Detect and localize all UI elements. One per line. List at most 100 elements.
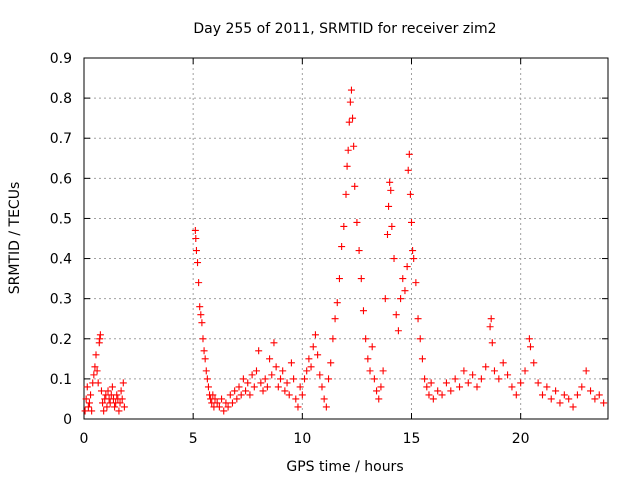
data-point: [309, 343, 317, 351]
data-point: [194, 259, 202, 267]
data-point: [600, 399, 608, 407]
data-point: [425, 391, 433, 399]
data-point: [404, 166, 412, 174]
data-point: [423, 383, 431, 391]
data-point: [277, 375, 284, 383]
data-point: [87, 391, 95, 399]
data-point: [375, 395, 383, 403]
data-point: [582, 367, 590, 375]
y-axis-label: SRMTID / TECUs: [7, 182, 23, 295]
data-point: [242, 387, 250, 395]
data-point: [456, 383, 464, 391]
data-point: [201, 355, 209, 363]
data-point: [451, 375, 459, 383]
data-point: [296, 383, 304, 391]
data-point: [429, 395, 437, 403]
data-point: [343, 162, 351, 170]
x-tick-label: 20: [512, 431, 530, 447]
data-point: [198, 319, 206, 327]
data-point: [111, 403, 119, 411]
data-point: [350, 142, 358, 150]
data-point: [228, 399, 236, 407]
data-point: [591, 395, 599, 403]
data-point: [565, 395, 573, 403]
data-point: [197, 311, 205, 319]
data-point: [399, 275, 407, 283]
data-point: [272, 363, 280, 371]
data-point: [368, 343, 376, 351]
data-point: [364, 355, 372, 363]
data-point: [96, 335, 104, 343]
data-point: [366, 367, 374, 375]
data-point: [239, 375, 247, 383]
plot-frame: [83, 57, 609, 420]
data-point: [285, 391, 293, 399]
data-point: [263, 383, 271, 391]
data-point: [298, 391, 306, 399]
data-point: [318, 383, 326, 391]
data-point: [305, 355, 313, 363]
data-point: [91, 363, 99, 371]
y-tick-label: 0.1: [50, 372, 72, 388]
data-point: [255, 347, 263, 355]
data-point: [314, 351, 322, 359]
data-point: [427, 379, 435, 387]
data-point: [495, 375, 503, 383]
data-point: [438, 391, 446, 399]
data-point: [283, 379, 291, 387]
data-points: [81, 86, 608, 415]
data-point: [266, 355, 274, 363]
data-point: [84, 403, 92, 411]
data-point: [525, 335, 533, 343]
data-point: [412, 279, 420, 287]
grid: [84, 58, 608, 419]
y-tick-label: 0.4: [50, 252, 72, 268]
data-point: [342, 190, 350, 198]
data-point: [303, 367, 311, 375]
data-point: [386, 178, 394, 186]
data-point: [191, 226, 199, 234]
data-point: [83, 383, 91, 391]
data-point: [362, 335, 370, 343]
data-point: [82, 395, 90, 403]
data-point: [434, 387, 442, 395]
data-point: [405, 150, 413, 158]
data-point: [246, 391, 254, 399]
data-point: [539, 391, 546, 399]
data-point: [403, 263, 411, 271]
data-point: [244, 379, 252, 387]
data-point: [119, 379, 127, 387]
data-point: [460, 367, 468, 375]
data-point: [85, 399, 93, 407]
data-point: [90, 371, 98, 379]
data-point: [504, 371, 512, 379]
data-point: [270, 339, 278, 347]
data-point: [287, 359, 295, 367]
data-point: [387, 186, 395, 194]
data-point: [213, 399, 221, 407]
data-point: [390, 255, 398, 263]
data-point: [477, 375, 485, 383]
data-point: [517, 379, 525, 387]
axis-ticks: 0 5 10 15 20 0 0.1 0.2 0.3 0.4 0.5 0.6 0.7 0.8 0.9: [50, 51, 608, 447]
data-point: [203, 375, 211, 383]
data-point: [322, 403, 330, 411]
data-point: [418, 355, 426, 363]
data-point: [81, 407, 89, 415]
data-point: [556, 399, 564, 407]
y-tick-label: 0.7: [50, 131, 72, 147]
data-point: [447, 387, 455, 395]
data-point: [200, 347, 208, 355]
data-point: [316, 371, 324, 379]
data-point: [383, 230, 391, 238]
data-point: [195, 279, 203, 287]
data-point: [351, 182, 359, 190]
data-point: [268, 371, 276, 379]
data-point: [99, 399, 107, 407]
data-point: [353, 218, 361, 226]
data-point: [499, 359, 507, 367]
data-point: [231, 387, 239, 395]
x-tick-label: 15: [403, 431, 421, 447]
data-point: [226, 391, 234, 399]
